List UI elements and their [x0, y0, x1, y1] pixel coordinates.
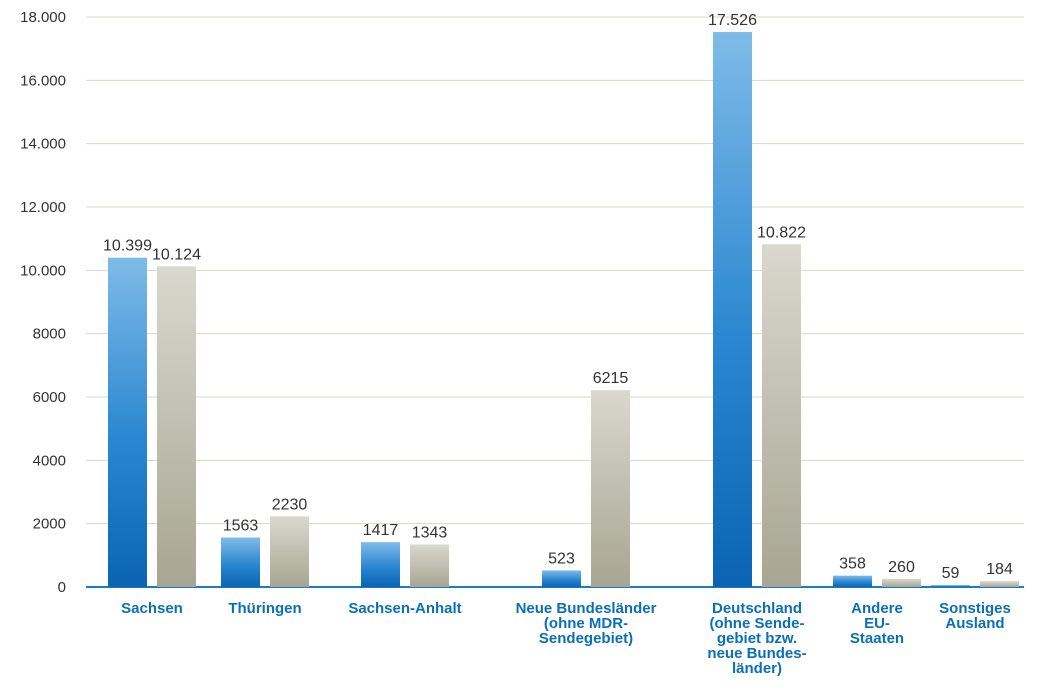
data-label: 17.526: [708, 12, 757, 29]
bar: [931, 585, 970, 587]
y-tick-label: 14.000: [20, 136, 66, 153]
y-tick-label: 8000: [33, 326, 66, 343]
bar: [108, 257, 147, 587]
bar: [980, 581, 1019, 587]
y-tick-label: 18.000: [20, 9, 66, 26]
data-label: 184: [986, 561, 1013, 578]
bar: [410, 544, 449, 587]
y-axis-ticks: 0 2000 4000 6000 8000 10.000 12.000 14.000 16.00…: [20, 9, 66, 596]
category-label: Neue Bundesländer (ohne MDR-Sendegebiet): [516, 600, 657, 647]
bars: [108, 32, 1019, 587]
category-label: Sonstiges Ausland: [939, 600, 1011, 632]
category-label: Thüringen: [228, 600, 301, 617]
category-label: Sachsen-Anhalt: [348, 600, 461, 617]
data-label: 1563: [223, 518, 259, 535]
y-tick-label: 2000: [33, 516, 66, 533]
y-tick-label: 16.000: [20, 72, 66, 89]
data-label: 6215: [593, 370, 629, 387]
category-label: Andere EU-Staaten: [850, 600, 904, 647]
data-label: 523: [548, 550, 575, 567]
bar: [591, 390, 630, 587]
y-tick-label: 12.000: [20, 199, 66, 216]
y-tick-label: 10.000: [20, 262, 66, 279]
bar: [762, 244, 801, 587]
y-tick-label: 0: [58, 579, 66, 596]
gridlines: [86, 16, 1024, 588]
data-label: 1343: [412, 524, 448, 541]
bar: [221, 537, 260, 587]
bar: [542, 570, 581, 587]
data-label: 59: [942, 565, 960, 582]
y-tick-label: 6000: [33, 389, 66, 406]
bar: [270, 516, 309, 587]
y-tick-label: 4000: [33, 452, 66, 469]
bar: [157, 266, 196, 587]
bar: [713, 32, 752, 587]
data-label: 2230: [272, 496, 308, 513]
data-label: 10.822: [757, 224, 806, 241]
data-label: 358: [839, 556, 866, 573]
data-label: 1417: [363, 522, 399, 539]
data-label: 260: [888, 559, 915, 576]
data-label: 10.124: [152, 246, 201, 263]
category-labels: Sachsen Thüringen Sachsen-Anhalt Neue Bunde…: [121, 600, 1011, 677]
category-label: Sachsen: [121, 600, 183, 617]
bar: [882, 578, 921, 587]
category-label: Deutschland (ohne Sende-gebiet bzw. neue B…: [707, 600, 806, 677]
bar: [361, 542, 400, 587]
bar: [833, 575, 872, 587]
data-label: 10.399: [103, 238, 152, 255]
